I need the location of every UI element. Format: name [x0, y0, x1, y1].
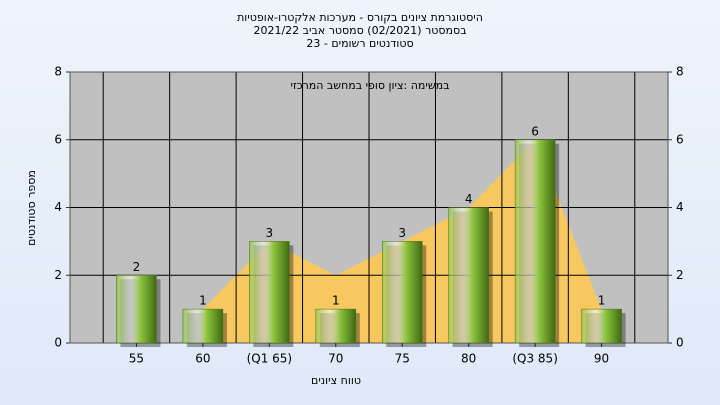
chart-title: היסטוגרמת ציונים בקורס - מערכות אלקטרו-א… [237, 11, 483, 24]
data-label: 2 [133, 260, 141, 274]
y-tick-label: 6 [54, 132, 62, 146]
x-tick-label: 90 [594, 352, 609, 366]
data-label: 3 [266, 226, 274, 240]
y2-tick-label: 6 [676, 132, 684, 146]
x-tick-label: 60 [195, 352, 210, 366]
x-tick-label: 70 [328, 352, 343, 366]
chart-subtitle: בסמסטר (02/2021) סמסטר אביב 2021/22 [253, 24, 466, 37]
y2-tick-label: 4 [676, 200, 684, 214]
chart-subtitle: סטודנטים רשומים - 23 [306, 37, 413, 50]
bar [249, 241, 290, 344]
x-axis-label: טווח ציונים [311, 374, 361, 387]
y2-tick-label: 2 [676, 268, 684, 282]
data-label: 1 [332, 294, 340, 308]
bar [182, 308, 224, 344]
bar [315, 308, 357, 344]
y-tick-label: 4 [54, 200, 62, 214]
x-tick-label: (Q3 85) [512, 352, 558, 366]
x-tick-label: 75 [395, 352, 410, 366]
y-tick-label: 8 [54, 65, 62, 79]
y2-tick-label: 0 [676, 336, 684, 350]
x-tick-label: 80 [461, 352, 476, 366]
y-axis-label: מספר סטודנטים [25, 170, 38, 246]
x-tick-label: (Q1 65) [247, 352, 293, 366]
data-label: 4 [465, 192, 473, 206]
data-label: 6 [531, 124, 539, 138]
y2-tick-label: 8 [676, 65, 684, 79]
bar [581, 308, 622, 344]
y-tick-label: 2 [54, 268, 62, 282]
bar [381, 241, 423, 344]
bar [514, 139, 556, 344]
y-tick-label: 0 [54, 336, 62, 350]
bar [448, 207, 489, 344]
data-label: 1 [598, 294, 606, 308]
bar [116, 275, 157, 344]
x-tick-label: 55 [129, 352, 144, 366]
data-label: 3 [398, 226, 406, 240]
annotation: במשימה :ציון סופי במחשב המרכזי [290, 79, 449, 92]
data-label: 1 [199, 294, 207, 308]
